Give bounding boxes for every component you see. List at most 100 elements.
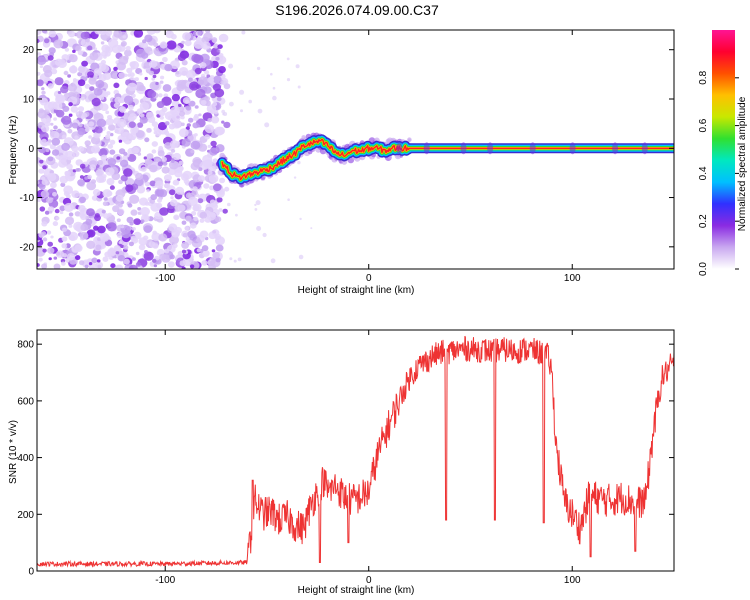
noise-speckle [91,97,101,107]
spectrogram-frame [36,29,675,270]
noise-speckle [187,196,199,206]
noise-speckle [140,41,148,49]
snr-x-axis: -100 0 100 [155,330,581,586]
noise-speckle [80,224,89,231]
noise-speckle [103,55,107,59]
noise-speckle [188,100,196,107]
noise-speckle [310,227,313,230]
noise-speckle [198,76,209,86]
noise-speckle [84,83,91,89]
noise-speckle [257,108,263,114]
noise-speckle [222,208,228,214]
noise-speckle [297,160,301,165]
y-tick-label: 200 [17,510,34,521]
noise-speckle [115,251,120,255]
noise-speckle [113,102,120,109]
noise-speckle [91,257,98,264]
noise-speckle [164,63,173,72]
noise-speckle [50,182,57,189]
noise-speckle [189,233,198,241]
noise-speckle [68,30,76,38]
noise-speckle [228,63,234,69]
noise-speckle [148,241,156,248]
noise-speckle [95,169,104,177]
noise-speckle [203,32,213,42]
snr-plot-area [37,335,674,568]
noise-speckle [161,166,170,174]
noise-speckle [38,257,43,262]
spectrogram-y-axis: -20 -10 0 10 20 [20,45,674,253]
noise-speckle [162,161,168,166]
noise-speckle [47,241,53,247]
noise-speckle [137,207,142,211]
noise-speckle [67,83,77,92]
noise-speckle [78,205,86,212]
noise-speckle [64,150,76,161]
noise-speckle [207,170,213,176]
noise-speckle [158,189,168,198]
x-tick-label: 0 [366,273,372,284]
noise-speckle [59,210,64,215]
noise-speckle [209,199,216,205]
noise-speckle [100,41,105,45]
noise-speckle [178,128,189,138]
noise-speckle [186,123,191,127]
noise-speckle [52,192,57,197]
noise-speckle [203,183,210,189]
colorbar-tick-label: 0.2 [698,214,709,228]
noise-speckle [179,166,184,171]
noise-speckle [129,194,140,204]
noise-speckle [96,259,101,263]
noise-speckle [114,96,123,104]
noise-speckle [116,156,121,160]
noise-speckle [159,115,164,120]
noise-speckle [181,241,190,249]
noise-speckle [203,86,212,94]
noise-speckle [171,93,180,102]
noise-speckle [201,260,208,266]
noise-speckle [209,147,218,156]
noise-speckle [63,202,74,212]
noise-speckle [51,149,60,156]
noise-speckle [38,168,45,174]
noise-speckle [121,229,131,239]
noise-speckle [118,72,126,79]
noise-speckle [133,30,144,38]
noise-speckle [113,82,120,88]
noise-speckle [177,79,188,89]
noise-speckle [185,69,196,80]
noise-speckle [170,196,174,200]
noise-speckle [71,145,79,152]
noise-speckle [161,254,171,263]
noise-speckle [175,70,180,75]
noise-speckle [77,106,85,112]
noise-speckle [74,135,79,140]
noise-speckle [202,159,213,169]
noise-speckle [120,42,126,47]
noise-speckle [195,88,206,99]
noise-speckle [124,49,132,57]
noise-speckle [130,209,138,216]
noise-speckle [140,219,145,223]
noise-speckle [81,60,88,67]
noise-speckle [102,256,109,263]
noise-speckle [101,209,106,214]
noise-speckle [272,95,277,101]
noise-speckle [211,37,218,43]
noise-speckle [193,54,204,64]
noise-speckle [198,167,203,172]
noise-speckle [143,251,154,261]
noise-speckle [241,30,246,35]
noise-speckle [105,134,111,140]
noise-speckle [138,244,146,251]
noise-speckle [53,125,58,130]
noise-speckle [131,147,140,154]
noise-speckle [213,75,222,84]
noise-speckle [38,183,46,190]
noise-speckle [47,156,54,162]
noise-speckle [86,240,96,249]
noise-speckle [181,220,187,225]
noise-speckle [87,174,92,180]
noise-speckle [224,186,230,192]
noise-speckle [61,134,67,139]
